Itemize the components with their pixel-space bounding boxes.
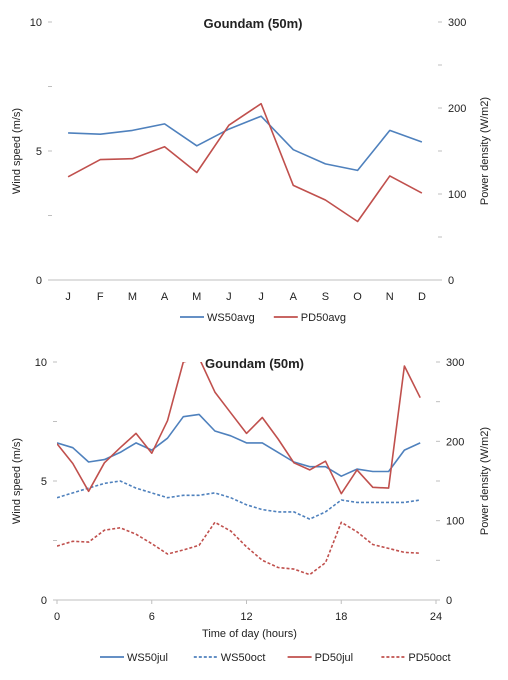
series-line-ws50avg (68, 115, 423, 172)
series-line-ws50oct (57, 480, 421, 520)
y2-tick-label: 0 (446, 595, 452, 607)
x-tick-label: J (258, 291, 264, 303)
y-tick-label: 10 (35, 357, 47, 369)
chart-title: Goundam (50m) (205, 356, 304, 371)
y-tick-label: 0 (41, 595, 47, 607)
x-tick-label: N (386, 291, 394, 303)
y2-axis-label: Power density (W/m2) (479, 97, 491, 205)
series-line-ws50jul (57, 413, 421, 478)
x-tick-label: 24 (430, 611, 442, 623)
x-tick-label: J (226, 291, 232, 303)
x-tick-label: M (128, 291, 137, 303)
y-axis-label: Wind speed (m/s) (11, 108, 23, 194)
y2-tick-label: 0 (448, 275, 454, 287)
y2-axis-label: Power density (W/m2) (479, 427, 491, 535)
y2-tick-label: 300 (446, 357, 464, 369)
x-tick-label: A (161, 291, 169, 303)
y-tick-label: 5 (41, 476, 47, 488)
y2-tick-label: 100 (448, 189, 466, 201)
legend-label: WS50jul (127, 652, 168, 664)
x-tick-label: S (322, 291, 329, 303)
series-line-pd50oct (57, 521, 421, 576)
x-tick-label: 0 (54, 611, 60, 623)
y2-tick-label: 200 (448, 103, 466, 115)
y-tick-label: 5 (36, 146, 42, 158)
series-line-pd50jul (57, 362, 421, 495)
legend-label: PD50jul (315, 652, 354, 664)
y-tick-label: 0 (36, 275, 42, 287)
series-line-pd50avg (67, 102, 423, 223)
legend-label: WS50oct (221, 652, 266, 664)
legend-label: PD50oct (408, 652, 450, 664)
x-tick-label: 18 (335, 611, 347, 623)
x-tick-label: O (353, 291, 362, 303)
y2-tick-label: 100 (446, 516, 464, 528)
x-tick-label: D (418, 291, 426, 303)
x-axis-label: Time of day (hours) (202, 628, 297, 640)
chart-title: Goundam (50m) (204, 16, 303, 31)
x-tick-label: A (290, 291, 298, 303)
x-tick-label: F (97, 291, 104, 303)
legend-label: PD50avg (301, 312, 346, 324)
y-tick-label: 10 (30, 17, 42, 29)
legend-label: WS50avg (207, 312, 255, 324)
x-tick-label: 6 (149, 611, 155, 623)
x-tick-label: M (192, 291, 201, 303)
y2-tick-label: 200 (446, 436, 464, 448)
y2-tick-label: 300 (448, 17, 466, 29)
x-tick-label: 12 (240, 611, 252, 623)
x-tick-label: J (65, 291, 71, 303)
y-axis-label: Wind speed (m/s) (11, 438, 23, 524)
